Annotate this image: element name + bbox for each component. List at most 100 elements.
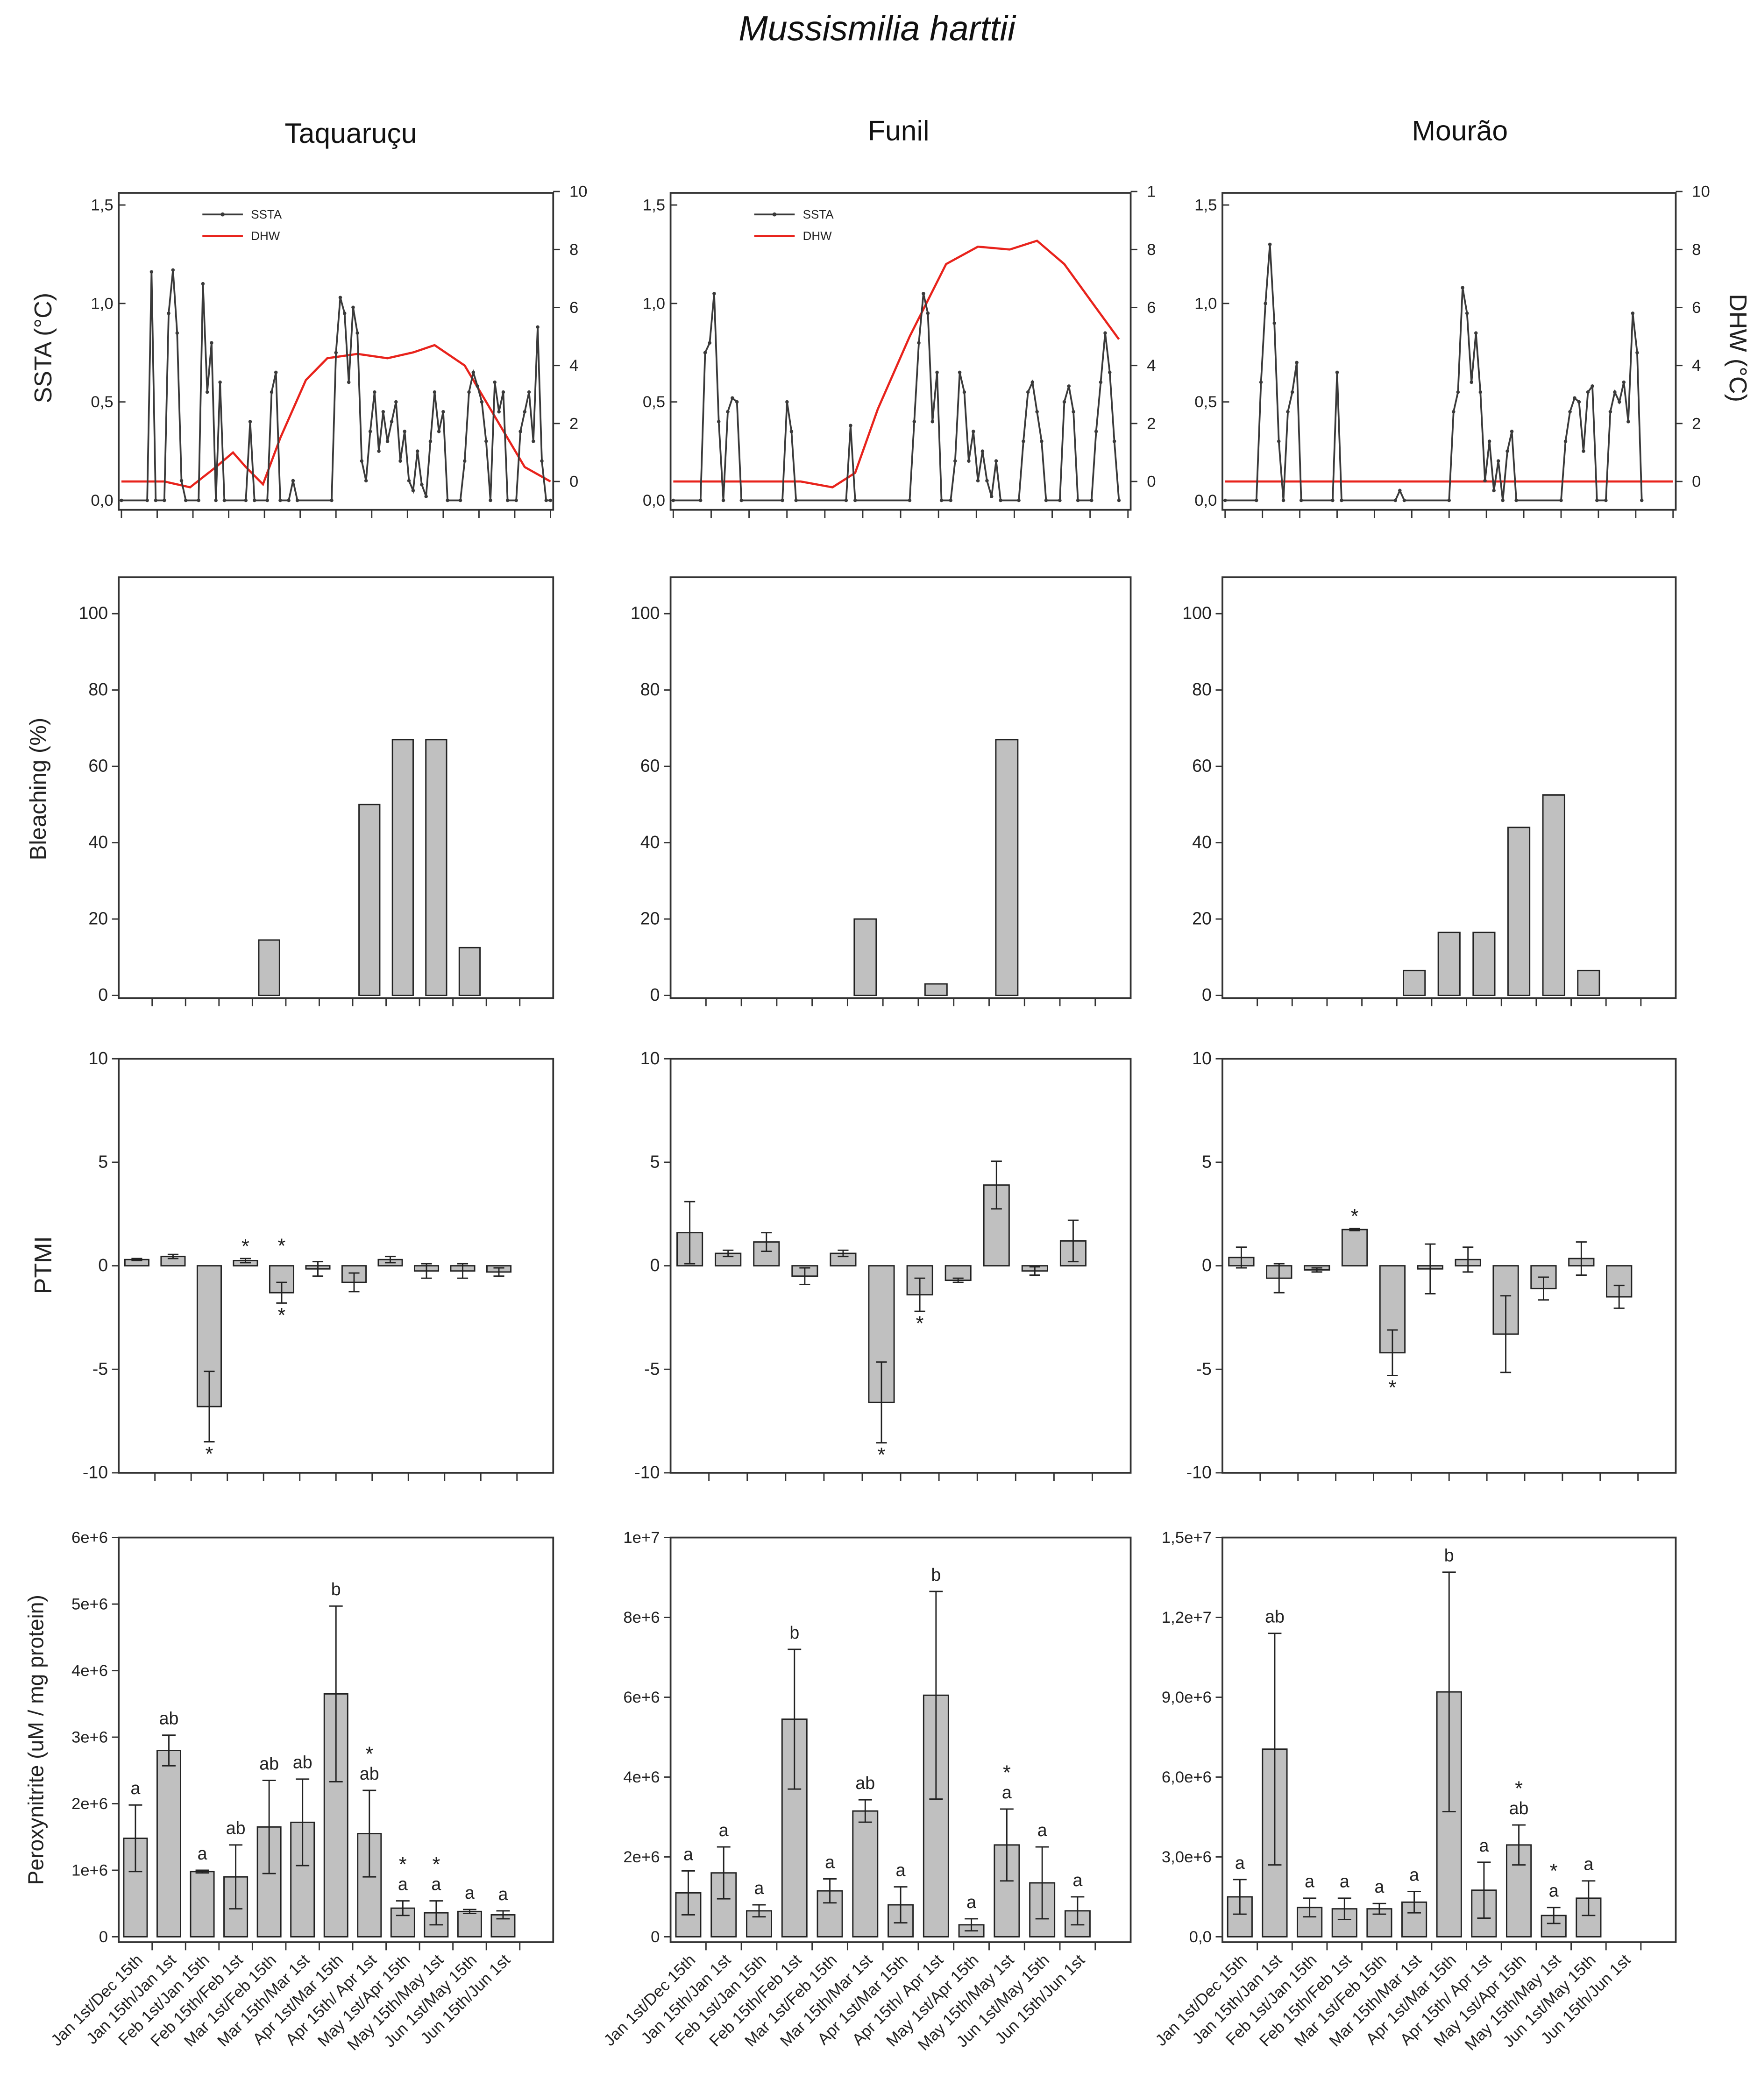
- group-letter: ab: [1265, 1607, 1285, 1626]
- ssta-point: [1076, 498, 1080, 502]
- ssta-point: [428, 439, 433, 443]
- ssta-point: [1290, 390, 1294, 394]
- ssta-point: [1447, 498, 1451, 502]
- dhw-line: [673, 239, 1120, 488]
- y-axis-label: Bleaching (%): [26, 718, 51, 861]
- ssta-point: [407, 479, 411, 483]
- y-tick-label: 1,0: [1194, 295, 1217, 312]
- ptmi-chart-1: -10 -5 0 5 10 * *: [634, 1048, 1132, 1482]
- ssta-point: [1510, 430, 1514, 433]
- bleaching-bar: [924, 983, 948, 996]
- ssta-point: [930, 420, 934, 424]
- peroxynitrite-bar: [323, 1693, 348, 1937]
- y2-tick-label: 2: [569, 415, 578, 432]
- ssta-point: [476, 384, 479, 388]
- ssta-point: [330, 498, 334, 502]
- ssta-point: [523, 410, 527, 414]
- significance-star: *: [206, 1443, 213, 1465]
- y2-tick-label: 0: [1692, 473, 1701, 491]
- ssta-point: [1470, 380, 1473, 384]
- ssta-point: [377, 449, 381, 453]
- y-tick-label: 2e+6: [71, 1795, 108, 1813]
- y-tick-label: 0,5: [1194, 393, 1217, 411]
- y-tick-label: 0: [1202, 985, 1212, 1004]
- y-tick-label: -10: [634, 1462, 660, 1482]
- ssta-point: [1277, 439, 1281, 443]
- ssta-point: [1108, 370, 1112, 375]
- ssta-point: [972, 430, 975, 433]
- ssta-point: [463, 459, 467, 463]
- y-tick-label: 1,2e+7: [1162, 1609, 1212, 1626]
- ssta-point: [536, 325, 540, 329]
- bleaching-bar: [1507, 827, 1531, 996]
- site-title-funil: Funil: [867, 116, 930, 147]
- bleaching-bar: [1403, 969, 1426, 996]
- ssta-point: [671, 498, 675, 502]
- ssta-point: [721, 498, 725, 502]
- y2-tick-label: 6: [569, 299, 578, 317]
- y-tick-label: 0: [98, 1255, 108, 1275]
- y-tick-label: 20: [88, 909, 108, 928]
- y-tick-label: 80: [88, 679, 108, 699]
- ssta-point: [493, 380, 497, 384]
- ssta-point: [953, 459, 957, 463]
- ssta-point: [1117, 498, 1121, 502]
- ssta-point: [149, 270, 154, 274]
- legend-ssta-label: SSTA: [251, 207, 282, 221]
- ssta-point: [471, 370, 476, 375]
- ssta-point: [394, 400, 398, 404]
- y2-tick-label: 2: [1692, 415, 1701, 432]
- y-tick-label: 4e+6: [623, 1768, 660, 1786]
- ssta-point: [958, 370, 962, 375]
- site-title-mourao: Mourão: [1412, 116, 1508, 147]
- bleaching-bar: [1437, 932, 1461, 996]
- ssta-point: [1393, 498, 1398, 502]
- group-letter: a: [1037, 1820, 1047, 1840]
- bleaching-bar: [425, 739, 447, 996]
- ssta-point: [1452, 410, 1456, 414]
- group-letter: b: [331, 1579, 341, 1599]
- ssta-point: [781, 498, 784, 502]
- ssta-point: [1022, 439, 1025, 443]
- ssta-point: [1286, 410, 1290, 414]
- bleaching-bar: [358, 804, 381, 996]
- group-letter: ab: [293, 1753, 312, 1772]
- ssta-point: [1465, 311, 1469, 315]
- ssta-point: [433, 390, 437, 394]
- y2-axis-label: DHW (°C): [1724, 294, 1751, 402]
- y-tick-label: 0: [99, 1928, 108, 1946]
- y-tick-label: 0: [650, 1255, 660, 1275]
- group-letter: ab: [226, 1818, 246, 1838]
- y-tick-label: 4e+6: [71, 1662, 108, 1680]
- chart-frame: [1221, 576, 1677, 999]
- ssta-point: [175, 331, 179, 335]
- group-letter: a: [465, 1883, 475, 1902]
- peroxynitrite-bar: [156, 1750, 181, 1937]
- y-tick-label: 0: [1202, 1255, 1212, 1275]
- y2-tick-label: 0: [1147, 473, 1156, 491]
- chart-frame: [1221, 1536, 1677, 1943]
- ptmi-bar: [944, 1265, 972, 1281]
- ssta-point: [514, 498, 518, 502]
- ssta-point: [248, 420, 252, 424]
- ssta-point: [1044, 498, 1048, 502]
- group-letter: a: [498, 1884, 508, 1904]
- ssta-point: [1103, 331, 1107, 335]
- ssta-point: [171, 268, 175, 272]
- ssta-point: [1505, 449, 1509, 453]
- y2-tick-label: 6: [1147, 299, 1156, 317]
- ssta-point: [1577, 400, 1581, 404]
- significance-star: *: [1515, 1778, 1523, 1800]
- group-letter: a: [131, 1778, 141, 1798]
- ssta-point: [278, 498, 282, 502]
- ssta-point: [364, 479, 368, 483]
- ssta-point: [698, 498, 703, 502]
- ssta-point: [1640, 498, 1644, 502]
- ssta-point: [1501, 498, 1505, 502]
- significance-star: *: [365, 1743, 373, 1765]
- site-title-taquarucu: Taquaruçu: [284, 119, 417, 150]
- ssta-point: [1595, 498, 1599, 502]
- y2-tick-label: 6: [1692, 299, 1701, 317]
